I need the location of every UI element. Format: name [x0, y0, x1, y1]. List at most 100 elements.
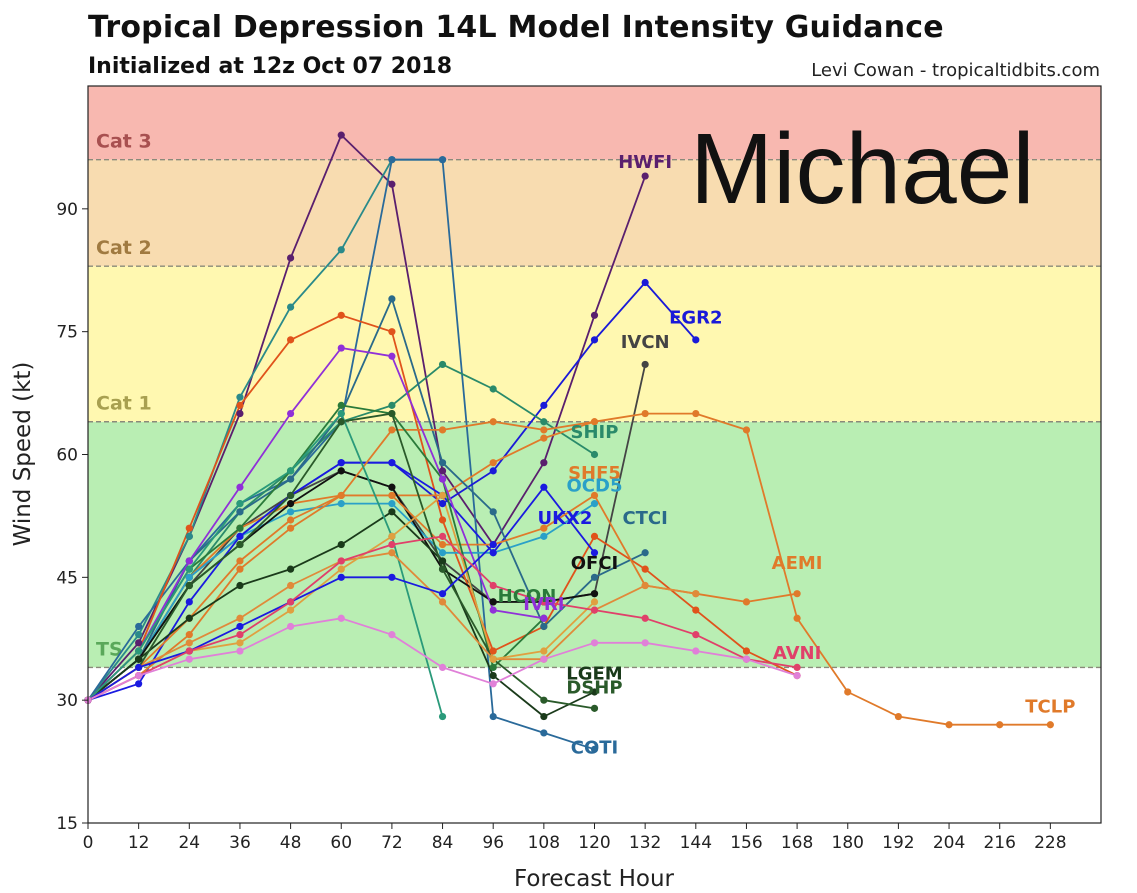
data-point [793, 663, 801, 672]
data-point [185, 614, 193, 622]
series-label-ivcn: IVCN [621, 332, 670, 353]
data-point [438, 500, 447, 508]
data-point [489, 598, 497, 606]
data-point [540, 696, 548, 704]
data-point [692, 336, 700, 344]
category-label: Cat 3 [96, 131, 152, 153]
data-point [337, 409, 345, 418]
data-point [337, 573, 345, 581]
data-point [135, 680, 143, 688]
data-point [692, 647, 700, 655]
data-point [540, 622, 548, 631]
storm-name-overlay: Michael [690, 113, 1035, 225]
data-point [540, 729, 548, 737]
band-cat-3 [88, 86, 1101, 160]
data-point [236, 524, 244, 532]
data-point [438, 467, 447, 475]
series-label-ukx2: UKX2 [537, 508, 592, 529]
data-point [438, 360, 447, 369]
data-point [540, 401, 548, 409]
data-point [135, 631, 143, 639]
data-point [590, 532, 599, 540]
category-labels: TS Cat 1 Cat 2 Cat 3 [96, 131, 152, 661]
data-point [894, 712, 903, 721]
x-axis-label: Forecast Hour [514, 866, 675, 892]
data-point [337, 401, 345, 409]
x-tick-label: 216 [983, 833, 1015, 853]
series-label-hcon: HCON [498, 586, 557, 607]
y-tick-label: 90 [56, 200, 78, 220]
data-point [438, 516, 447, 524]
data-point [236, 622, 244, 631]
data-point [692, 590, 700, 598]
data-point [489, 647, 497, 655]
data-point [692, 409, 700, 418]
data-point [540, 614, 548, 622]
data-point [287, 491, 295, 500]
data-point [388, 491, 396, 500]
data-point [388, 156, 396, 164]
x-tick-label: 48 [280, 833, 302, 853]
data-point [388, 508, 396, 516]
y-tick-label: 15 [56, 814, 78, 834]
series-label-egr2: EGR2 [669, 307, 722, 328]
data-point [388, 459, 396, 467]
data-point [287, 336, 295, 344]
data-point [185, 655, 193, 663]
series-label-coti: COTI [571, 737, 619, 758]
data-point [236, 483, 244, 491]
data-point [1046, 721, 1054, 729]
data-point [489, 680, 497, 688]
data-point [287, 598, 295, 606]
data-point [135, 663, 143, 672]
data-point [641, 360, 649, 369]
data-point [337, 418, 345, 426]
x-tick-label: 0 [83, 833, 94, 853]
data-point [287, 409, 295, 418]
series-label-ofci: OFCI [571, 553, 619, 574]
category-label: Cat 1 [96, 393, 152, 415]
data-point [540, 598, 548, 606]
data-point [388, 573, 396, 581]
x-tick-label: 36 [229, 833, 251, 853]
data-point [742, 647, 751, 655]
x-tick-label: 204 [933, 833, 965, 853]
x-tick-label: 72 [381, 833, 403, 853]
data-point [287, 581, 295, 590]
data-point [692, 606, 700, 614]
data-point [287, 475, 295, 483]
data-point [641, 614, 649, 622]
y-tick-label: 75 [56, 323, 78, 343]
x-tick-label: 132 [629, 833, 661, 853]
data-point [438, 540, 447, 549]
x-tick-label: 180 [832, 833, 864, 853]
data-point [641, 278, 649, 287]
data-point [337, 311, 345, 319]
data-point [489, 385, 497, 393]
data-point [742, 426, 751, 434]
series-label-hwfi: HWFI [618, 152, 672, 173]
data-point [185, 631, 193, 639]
series-label-ctci: CTCI [622, 508, 667, 529]
x-tick-label: 156 [730, 833, 762, 853]
data-point [388, 532, 396, 540]
data-point [489, 508, 497, 516]
series-line-tclp [87, 412, 1051, 726]
data-point [540, 655, 548, 663]
data-point [236, 581, 244, 590]
data-point [185, 532, 193, 540]
y-tick-label: 30 [56, 691, 78, 711]
data-point [590, 598, 599, 606]
y-tick-label: 60 [56, 446, 78, 466]
data-point [438, 598, 447, 606]
data-point [287, 467, 295, 475]
data-point [489, 418, 497, 426]
data-point [287, 500, 295, 508]
data-point [793, 672, 801, 680]
data-point [540, 647, 548, 655]
data-point [388, 409, 396, 418]
data-point [996, 721, 1004, 729]
x-tick-label: 120 [578, 833, 610, 853]
x-tick-label: 60 [330, 833, 352, 853]
